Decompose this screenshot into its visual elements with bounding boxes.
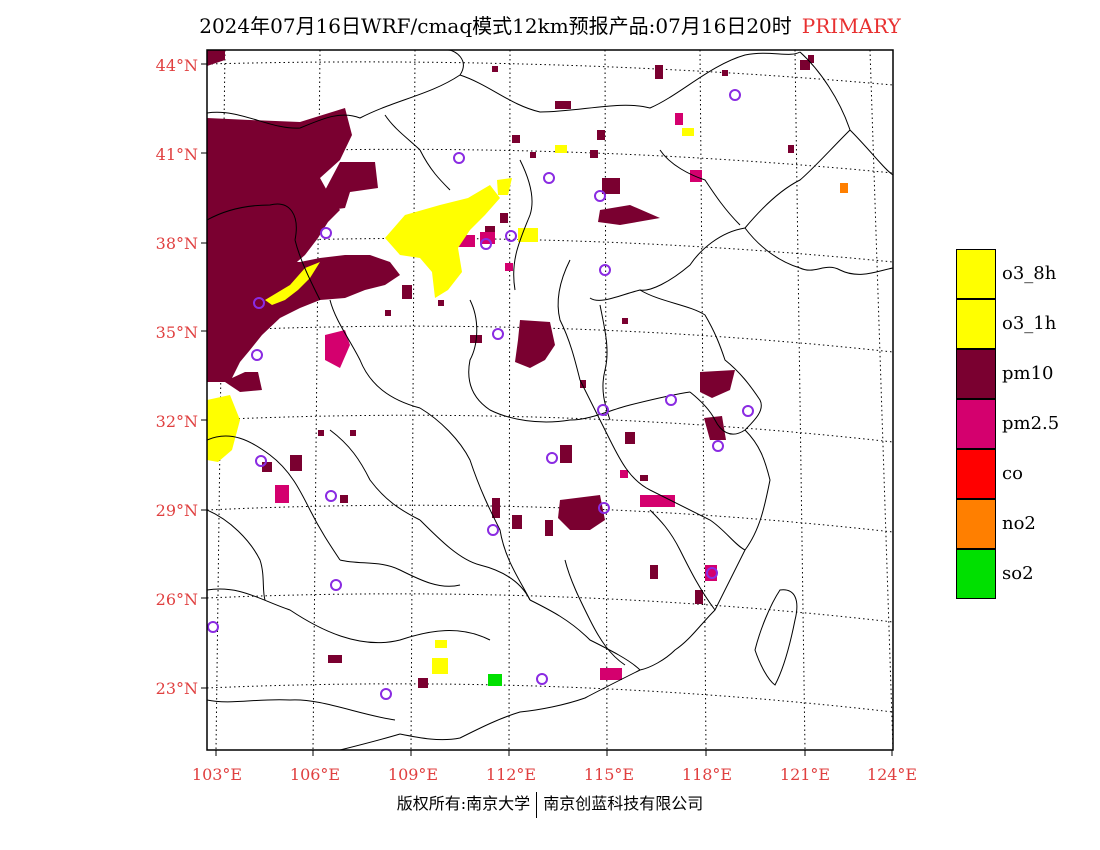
legend-label: o3_1h xyxy=(1002,313,1057,334)
legend-label: o3_8h xyxy=(1002,263,1057,284)
lat-label-35: 35°N xyxy=(155,323,198,342)
legend-item-pm25: pm2.5 xyxy=(956,399,1100,449)
copyright-footer: 版权所有:南京大学 南京创蓝科技有限公司 xyxy=(0,790,1100,818)
copyright-left: 版权所有:南京大学 xyxy=(396,794,531,813)
pm10-areas xyxy=(207,50,735,530)
legend-label: co xyxy=(1002,463,1023,484)
map-title: 2024年07月16日WRF/cmaq模式12km预报产品:07月16日20时 P… xyxy=(0,10,1100,39)
so2-cell xyxy=(488,674,502,686)
legend-swatch xyxy=(956,249,996,299)
legend-label: so2 xyxy=(1002,563,1034,584)
lat-label-38: 38°N xyxy=(155,234,198,253)
lat-label-29: 29°N xyxy=(155,501,198,520)
taiwan-outline xyxy=(754,589,798,686)
lon-label-112: 112°E xyxy=(485,765,537,784)
legend-item-so2: so2 xyxy=(956,549,1100,599)
legend-swatch xyxy=(956,549,996,599)
legend-swatch xyxy=(956,499,996,549)
lon-label-103: 103°E xyxy=(191,765,243,784)
o3-areas xyxy=(207,128,694,674)
lon-label-118: 118°E xyxy=(681,765,733,784)
legend-item-o3-8h: o3_8h xyxy=(956,249,1100,299)
legend-item-co: co xyxy=(956,449,1100,499)
lat-label-32: 32°N xyxy=(155,412,198,431)
no2-cell xyxy=(840,183,848,193)
lon-label-124: 124°E xyxy=(866,765,918,784)
footer-divider xyxy=(536,791,538,818)
lat-label-26: 26°N xyxy=(155,590,198,609)
legend-item-pm10: pm10 xyxy=(956,349,1100,399)
legend-item-no2: no2 xyxy=(956,499,1100,549)
legend-item-o3-1h: o3_1h xyxy=(956,299,1100,349)
ticks xyxy=(201,63,893,756)
lat-label-41: 41°N xyxy=(155,145,198,164)
lat-label-44: 44°N xyxy=(155,56,198,75)
legend-swatch xyxy=(956,449,996,499)
legend-label: pm10 xyxy=(1002,363,1054,384)
map-frame xyxy=(206,49,894,751)
map-layers xyxy=(207,50,893,750)
lon-label-109: 109°E xyxy=(387,765,439,784)
lon-label-106: 106°E xyxy=(289,765,341,784)
legend-label: no2 xyxy=(1002,513,1036,534)
pm25-cells xyxy=(275,113,717,680)
primary-tag: PRIMARY xyxy=(801,14,901,38)
stations xyxy=(207,89,754,700)
lon-label-115: 115°E xyxy=(583,765,635,784)
legend-label: pm2.5 xyxy=(1002,413,1060,434)
lat-label-23: 23°N xyxy=(155,679,198,698)
copyright-right: 南京创蓝科技有限公司 xyxy=(543,794,704,813)
legend-swatch xyxy=(956,399,996,449)
legend-swatch xyxy=(956,349,996,399)
title-text: 2024年07月16日WRF/cmaq模式12km预报产品:07月16日20时 xyxy=(199,14,792,38)
legend-swatch xyxy=(956,299,996,349)
lon-label-121: 121°E xyxy=(779,765,831,784)
